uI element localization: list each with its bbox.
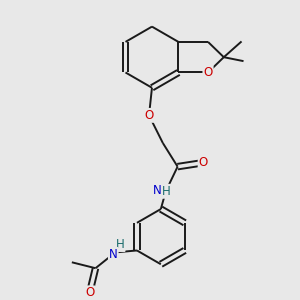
Text: O: O — [144, 109, 154, 122]
Text: O: O — [203, 66, 213, 79]
Text: N: N — [109, 248, 118, 261]
Text: H: H — [161, 185, 170, 198]
Text: O: O — [199, 156, 208, 169]
Text: O: O — [85, 286, 94, 299]
Text: N: N — [152, 184, 161, 197]
Text: H: H — [116, 238, 124, 251]
